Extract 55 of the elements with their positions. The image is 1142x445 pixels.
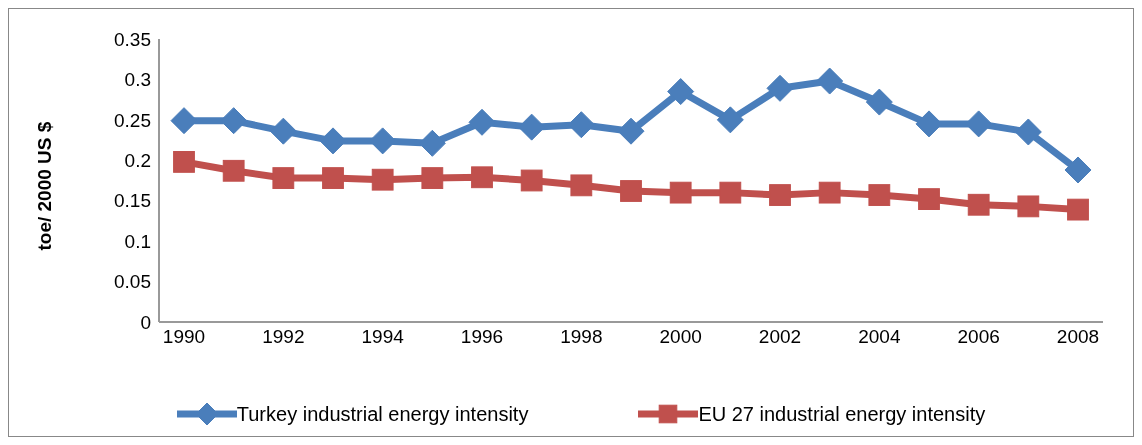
point (868, 184, 891, 206)
x-tick-label: 1996 (460, 326, 504, 348)
legend-label: EU 27 industrial energy intensity (698, 402, 986, 426)
x-tick-label: 2000 (659, 326, 702, 348)
point (269, 117, 297, 145)
y-tick-label: 0.25 (114, 109, 151, 131)
point (173, 151, 195, 173)
y-tick-label: 0.3 (124, 69, 151, 91)
point (421, 167, 444, 189)
point (915, 110, 943, 138)
point (965, 110, 993, 138)
point (620, 180, 642, 202)
point (818, 181, 841, 204)
point (322, 167, 344, 189)
point (667, 78, 695, 106)
y-tick-label: 0.1 (124, 230, 151, 252)
y-tick-label: 0.15 (114, 190, 151, 212)
x-tick-label: 2008 (1056, 326, 1100, 348)
x-tick-label: 1998 (560, 326, 603, 348)
point (1014, 118, 1042, 146)
point (1017, 195, 1040, 218)
x-tick-label: 1994 (361, 326, 405, 348)
point (669, 181, 692, 204)
point (468, 108, 496, 136)
point (769, 184, 791, 206)
y-tick-label: 0.05 (114, 271, 151, 293)
x-tick-label: 1992 (262, 326, 305, 348)
y-tick-label: 0.35 (114, 28, 151, 50)
point (766, 74, 794, 102)
point (719, 181, 742, 204)
point (570, 174, 593, 197)
point (918, 188, 940, 210)
point (617, 117, 645, 145)
point (520, 169, 543, 192)
point (716, 106, 744, 134)
legend-label: Turkey industrial energy intensity (236, 402, 529, 426)
point (816, 67, 844, 95)
y-axis-title: toe/ 2000 US $ (33, 121, 55, 251)
point (170, 107, 198, 135)
x-tick-label: 2006 (957, 326, 1000, 348)
point (1067, 198, 1089, 221)
point (865, 88, 893, 116)
point (371, 168, 394, 191)
point (319, 127, 347, 155)
y-tick-label: 0 (140, 311, 151, 333)
point (471, 166, 493, 189)
x-tick-label: 2004 (858, 326, 901, 348)
point (1064, 156, 1092, 184)
point (220, 107, 248, 135)
x-tick-label: 2002 (758, 326, 802, 348)
y-tick-label: 0.2 (124, 150, 151, 172)
x-tick-label: 1990 (162, 326, 206, 348)
point (967, 193, 990, 216)
point (272, 167, 295, 189)
point (222, 159, 245, 182)
